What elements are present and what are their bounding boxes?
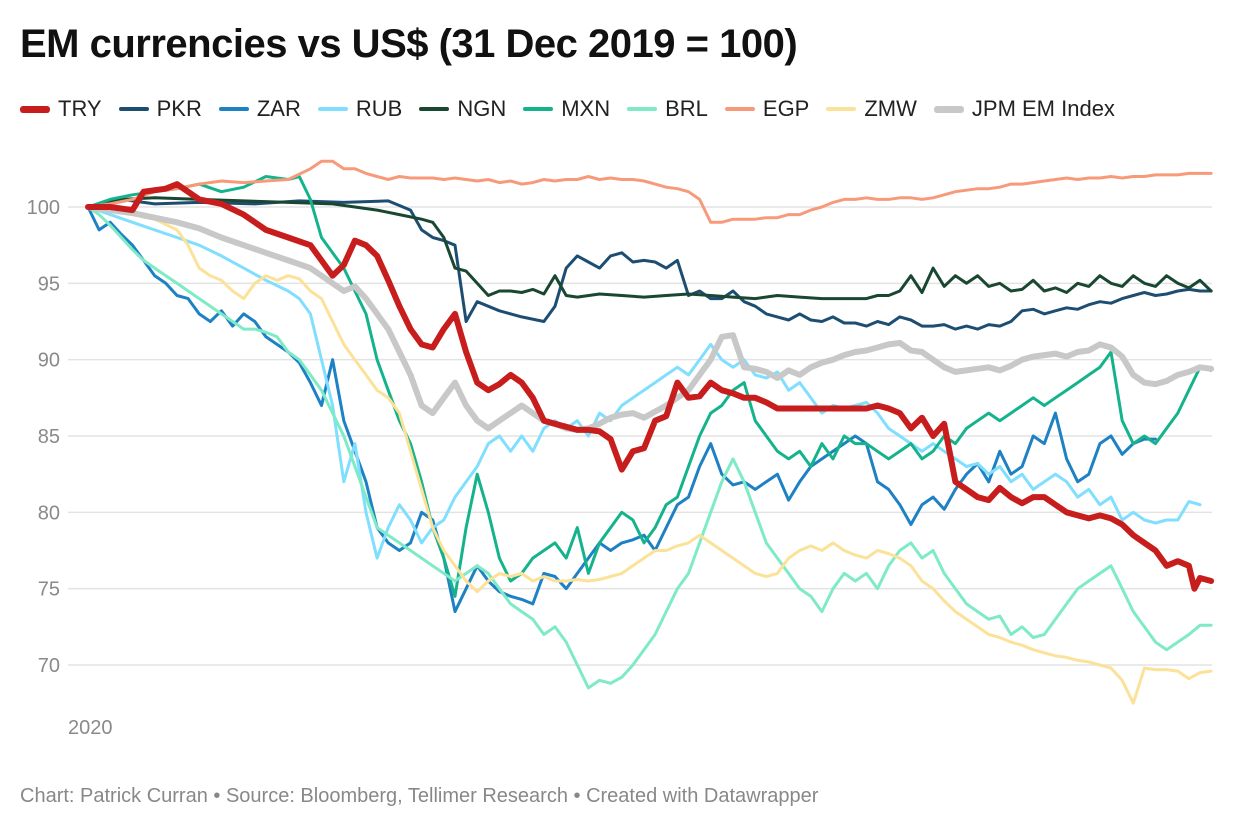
legend-swatch	[118, 107, 149, 111]
legend-swatch	[218, 107, 249, 111]
legend-swatch	[20, 105, 50, 113]
legend-item-egp: EGP	[724, 96, 810, 122]
legend-label: RUB	[355, 96, 403, 121]
chart-credit: Chart: Patrick Curran • Source: Bloomber…	[20, 785, 819, 807]
legend-item-rub: RUB	[317, 96, 403, 122]
y-tick-label: 70	[38, 655, 60, 677]
line-chart: 70 75 80 85 90 95 100 2020	[27, 159, 1215, 739]
legend-label: ZAR	[256, 96, 301, 121]
legend-swatch	[627, 107, 658, 111]
legend-label: TRY	[58, 96, 102, 121]
legend-label: EGP	[762, 96, 810, 121]
legend-label: JPM EM Index	[971, 96, 1115, 121]
legend-label: MXN	[561, 96, 611, 121]
legend-swatch	[826, 107, 857, 111]
y-tick-label: 75	[38, 579, 60, 601]
series-line-pkr	[86, 197, 1213, 331]
series-line-try	[85, 181, 1215, 592]
series-line-jpm-em-index	[85, 204, 1215, 433]
legend-label: ZMW	[864, 96, 917, 121]
chart-legend: TRY PKR ZAR RUB NGN MXN BRL EGP ZMW JPM EM Index	[20, 96, 1132, 122]
legend-swatch	[419, 107, 450, 111]
legend-swatch	[724, 107, 755, 111]
y-tick-label: 95	[38, 273, 60, 295]
series-line-zmw	[86, 205, 1213, 705]
legend-label: NGN	[457, 96, 507, 121]
y-tick-label: 100	[27, 197, 60, 219]
legend-swatch	[523, 107, 554, 111]
y-tick-label: 90	[38, 350, 60, 372]
legend-item-ngn: NGN	[419, 96, 506, 122]
legend-swatch	[933, 105, 964, 113]
legend-swatch	[317, 107, 348, 111]
series-line-zar	[86, 205, 1157, 614]
series-line-brl	[86, 205, 1213, 690]
y-tick-label: 85	[38, 426, 60, 448]
y-tick-label: 80	[38, 502, 60, 524]
legend-item-jpm-em-index: JPM EM Index	[933, 96, 1115, 122]
series-line-rub	[86, 205, 1202, 560]
series-line-mxn	[86, 175, 1213, 598]
legend-item-zar: ZAR	[218, 96, 301, 122]
legend-item-try: TRY	[20, 96, 102, 122]
x-tick-label: 2020	[68, 717, 113, 739]
series-line-egp	[86, 159, 1213, 224]
legend-item-zmw: ZMW	[826, 96, 917, 122]
legend-label: BRL	[665, 96, 708, 121]
legend-item-mxn: MXN	[523, 96, 610, 122]
chart-title: EM currencies vs US$ (31 Dec 2019 = 100)	[20, 22, 798, 66]
legend-label: PKR	[156, 96, 202, 121]
legend-item-brl: BRL	[627, 96, 708, 122]
series-line-ngn	[86, 196, 1213, 301]
legend-item-pkr: PKR	[118, 96, 202, 122]
